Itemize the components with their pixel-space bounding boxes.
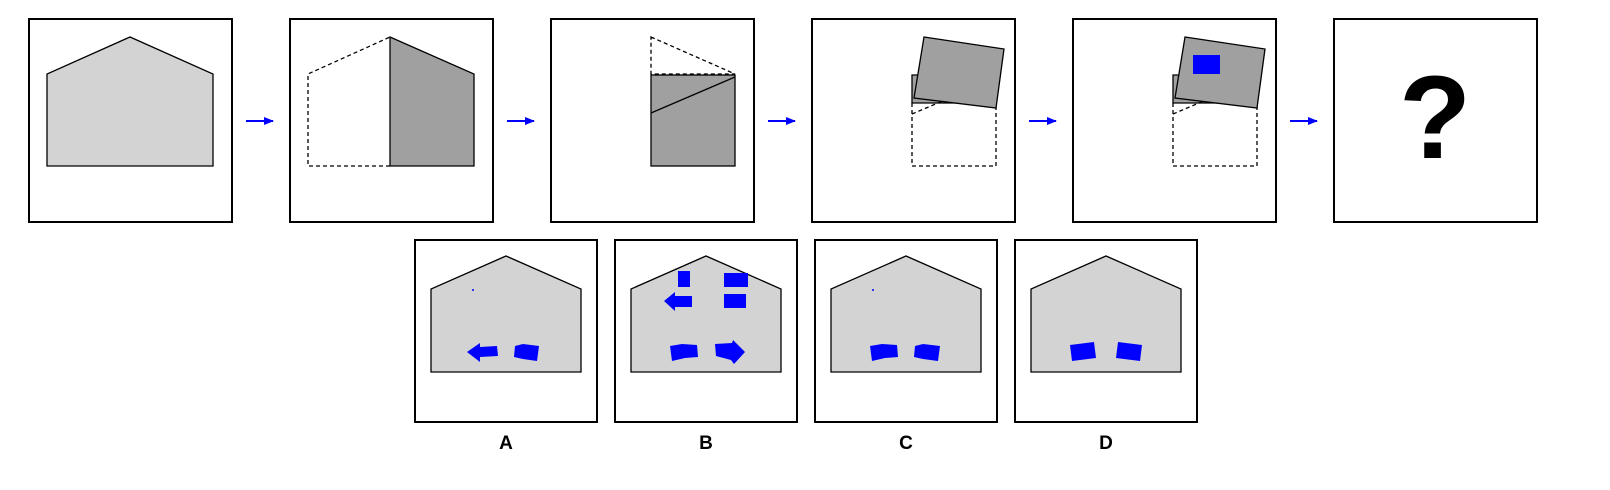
hole-dot [472, 289, 474, 291]
house-shape [830, 255, 982, 373]
option-a[interactable] [414, 239, 598, 423]
hole-notched-rect [670, 344, 698, 361]
hole-notched-rect [870, 344, 898, 361]
hole-arrow-shape [664, 292, 692, 311]
hole-rect [724, 294, 746, 308]
folded-away-outline [650, 36, 736, 75]
option-b-label[interactable]: B [699, 433, 713, 454]
hole-dot [872, 289, 874, 291]
house-shape [430, 255, 582, 373]
punched-hole [1193, 55, 1220, 74]
option-c[interactable] [814, 239, 998, 423]
option-d[interactable] [1014, 239, 1198, 423]
house-shape [1030, 255, 1182, 373]
hole-rect [678, 271, 690, 287]
option-b[interactable] [614, 239, 798, 423]
folded-half [389, 36, 475, 167]
step-4-panel [811, 18, 1016, 223]
question-mark: ? [1399, 52, 1471, 184]
hole-arrow-shape [715, 340, 745, 364]
house-shape [46, 36, 214, 167]
step-2-panel [289, 18, 494, 223]
folded-away-outline [911, 103, 997, 167]
folded-away-outline [307, 36, 391, 167]
option-c-label[interactable]: C [899, 433, 913, 454]
folded-away-outline [1172, 99, 1207, 115]
folded-away-outline [911, 99, 946, 115]
option-a-label[interactable]: A [499, 433, 513, 454]
hole-rect [1116, 342, 1142, 361]
step-3-panel [550, 18, 755, 223]
roof-fold-edge [650, 76, 736, 114]
option-d-label[interactable]: D [1099, 433, 1113, 454]
folded-stack [650, 74, 736, 167]
question-panel: ? [1333, 18, 1538, 223]
hole-notched-rect [514, 344, 539, 361]
step-5-panel [1072, 18, 1277, 223]
tilted-layer [913, 36, 1005, 109]
step-1-panel [28, 18, 233, 223]
hole-rect [724, 273, 748, 287]
hole-arrow-shape [467, 343, 498, 362]
hole-rect [1070, 342, 1096, 361]
folded-away-outline [1172, 103, 1258, 167]
hole-notched-rect [914, 344, 940, 361]
